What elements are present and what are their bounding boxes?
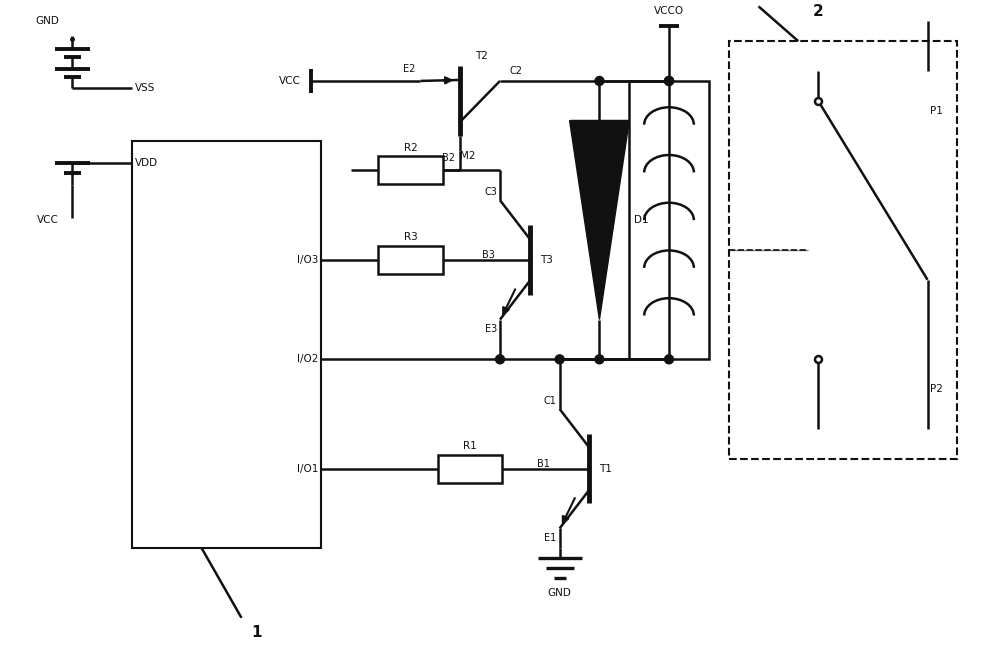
Text: C3: C3	[484, 187, 497, 197]
Text: VCCO: VCCO	[654, 7, 684, 16]
Text: VCC: VCC	[279, 76, 301, 86]
Text: P1: P1	[930, 105, 942, 116]
Text: E1: E1	[544, 533, 557, 543]
Text: B3: B3	[482, 250, 495, 260]
Circle shape	[595, 76, 604, 86]
Text: C2: C2	[510, 66, 523, 76]
Text: T1: T1	[599, 464, 612, 474]
Circle shape	[665, 355, 674, 364]
Polygon shape	[570, 121, 629, 320]
Text: VDD: VDD	[135, 158, 158, 169]
Text: P2: P2	[930, 384, 942, 394]
Bar	[132, 140, 321, 548]
Text: I/O2: I/O2	[297, 355, 318, 364]
Text: E2: E2	[403, 64, 415, 74]
Bar	[438, 455, 502, 482]
Text: R3: R3	[404, 232, 417, 242]
Text: VSS: VSS	[135, 83, 155, 93]
Text: 2: 2	[813, 4, 824, 19]
Text: E3: E3	[485, 324, 497, 335]
Circle shape	[595, 355, 604, 364]
Circle shape	[665, 76, 674, 86]
Text: GND: GND	[36, 16, 60, 26]
Text: B1: B1	[537, 459, 550, 469]
Text: GND: GND	[548, 588, 572, 598]
Circle shape	[496, 355, 504, 364]
Bar	[378, 246, 443, 274]
Text: R1: R1	[463, 441, 477, 451]
Text: VCC: VCC	[37, 215, 59, 225]
Text: R2: R2	[404, 142, 417, 152]
Bar	[629, 81, 709, 359]
Text: B2: B2	[442, 154, 455, 163]
Text: D1: D1	[634, 215, 649, 225]
Circle shape	[555, 355, 564, 364]
Bar	[729, 41, 957, 459]
Text: C1: C1	[544, 396, 557, 406]
Text: M2: M2	[460, 150, 476, 161]
Bar	[378, 156, 443, 185]
Circle shape	[665, 76, 674, 86]
Text: 1: 1	[251, 625, 262, 641]
Text: T3: T3	[540, 255, 553, 265]
Text: I/O3: I/O3	[297, 255, 318, 265]
Text: I/O1: I/O1	[297, 464, 318, 474]
Text: T2: T2	[475, 51, 488, 61]
